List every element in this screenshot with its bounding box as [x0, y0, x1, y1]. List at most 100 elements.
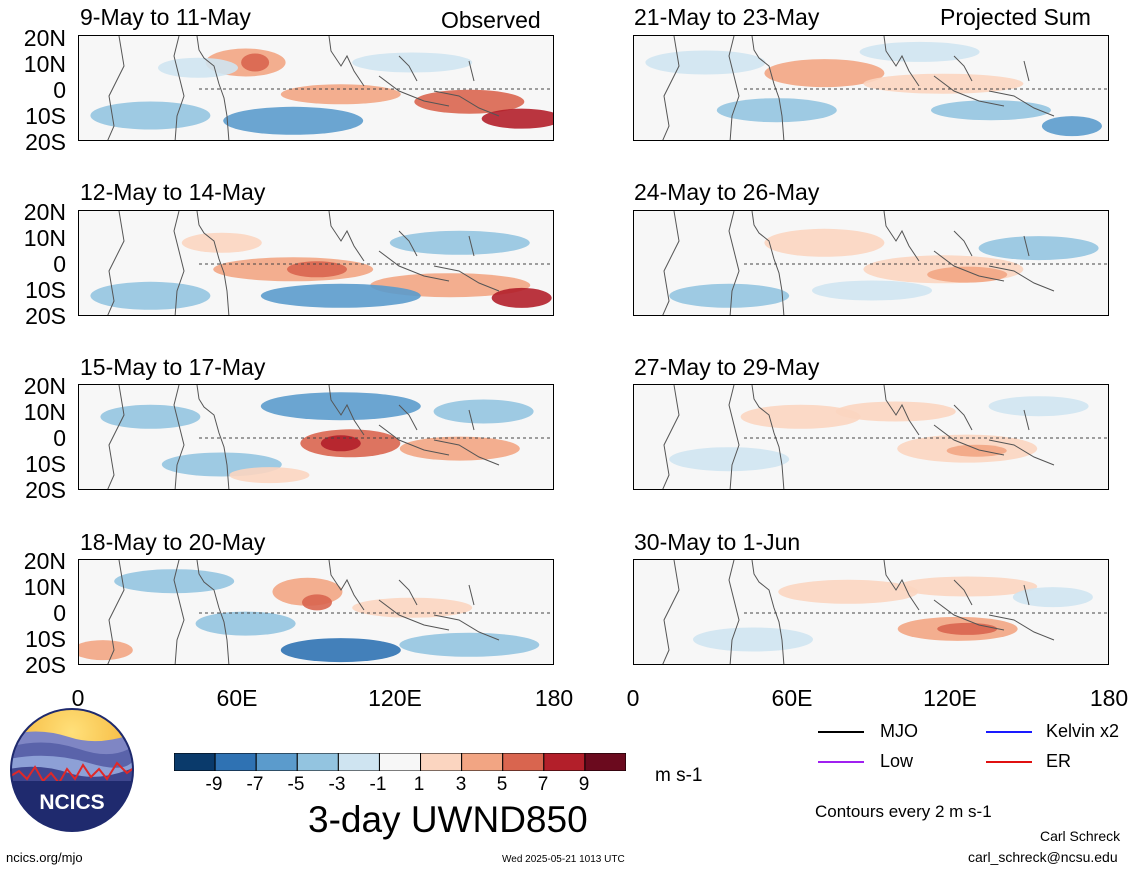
lat-label: 20S — [25, 129, 66, 155]
lat-label: 10N — [23, 51, 66, 77]
wind-anomaly-region — [280, 84, 401, 105]
email-text: carl_schreck@ncsu.edu — [968, 849, 1118, 865]
colorbar-tick: -9 — [205, 774, 223, 795]
panel-title-7: 27-May to 29-May — [634, 354, 820, 380]
colorbar-swatch — [378, 752, 422, 772]
wind-anomaly-region — [320, 435, 361, 452]
wind-anomaly-region — [988, 396, 1089, 417]
legend-line-er — [986, 761, 1032, 763]
wind-anomaly-region — [287, 261, 347, 278]
timestamp-text: Wed 2025-05-21 1013 UTC — [502, 854, 625, 865]
website-text: ncics.org/mjo — [6, 850, 83, 865]
colorbar-swatch — [461, 752, 504, 772]
wind-anomaly-region — [716, 98, 837, 123]
wind-anomaly-region — [223, 106, 364, 135]
colorbar-swatch — [255, 752, 298, 772]
wind-anomaly-region — [812, 280, 932, 301]
panel-title-5: 21-May to 23-May — [634, 4, 820, 30]
colorbar-swatch — [173, 752, 216, 772]
projected-label: Projected Sum — [940, 4, 1091, 30]
wind-anomaly-region — [260, 392, 421, 421]
lat-label: 20N — [23, 25, 66, 51]
coastlines — [107, 211, 500, 315]
lat-label: 20N — [23, 199, 66, 225]
wind-anomaly-region — [946, 444, 1007, 457]
author-text: Carl Schreck — [1040, 828, 1121, 844]
wind-anomaly-region — [352, 52, 473, 73]
wind-anomaly-region — [897, 576, 1038, 597]
lon-label: 180 — [534, 685, 574, 711]
wind-anomaly-region — [399, 436, 520, 461]
coastlines — [107, 36, 500, 140]
wind-anomaly-region — [241, 53, 270, 72]
wind-anomaly-region — [978, 236, 1099, 261]
wind-anomaly-region — [835, 401, 956, 422]
lat-label: 0 — [53, 425, 66, 451]
colorbar-tick: -3 — [328, 774, 346, 795]
map-panel-5 — [633, 35, 1109, 141]
lat-label: 10S — [25, 451, 66, 477]
lat-label: 0 — [53, 251, 66, 277]
wind-anomaly-region — [280, 638, 401, 663]
lat-label: 0 — [53, 77, 66, 103]
wind-anomaly-region — [645, 50, 766, 75]
wind-anomaly-region — [764, 228, 885, 257]
units-label: m s-1 — [655, 765, 703, 786]
map-panel-3 — [78, 384, 554, 490]
lon-label: 60E — [771, 685, 813, 711]
wind-anomaly-region — [399, 632, 540, 657]
observed-label: Observed — [441, 7, 541, 33]
lat-label: 10S — [25, 277, 66, 303]
lon-label: 60E — [216, 685, 258, 711]
wind-anomaly-region — [740, 404, 861, 429]
panel-title-1: 9-May to 11-May — [80, 4, 251, 30]
coastlines — [662, 385, 1055, 489]
legend-label-low: Low — [880, 751, 914, 771]
legend-line-kelvin — [986, 731, 1032, 733]
lat-label: 20N — [23, 373, 66, 399]
coastlines — [107, 385, 500, 489]
wind-anomaly-region — [181, 232, 262, 253]
colorbar-swatch — [337, 752, 380, 772]
map-panel-8 — [633, 559, 1109, 665]
wind-anomaly-region — [693, 627, 813, 652]
lon-label: 0 — [71, 685, 85, 711]
colorbar-tick: -7 — [246, 774, 264, 795]
panel-title-6: 24-May to 26-May — [634, 179, 820, 205]
wind-anomaly-region — [229, 467, 310, 484]
colorbar — [173, 752, 627, 772]
lon-label: 120E — [368, 685, 422, 711]
wind-anomaly-region — [863, 73, 1024, 94]
panel-title-2: 12-May to 14-May — [80, 179, 266, 205]
wind-anomaly-region — [389, 230, 530, 255]
wind-anomaly-region — [1012, 587, 1093, 608]
map-panel-6 — [633, 210, 1109, 316]
wind-anomaly-region — [669, 283, 790, 308]
wind-anomaly-region — [778, 579, 919, 604]
lat-label: 20N — [23, 548, 66, 574]
panel-title-8: 30-May to 1-Jun — [634, 529, 801, 555]
contour-note: Contours every 2 m s-1 — [815, 802, 992, 821]
wind-anomaly-region — [79, 640, 133, 661]
colorbar-tick: 1 — [413, 774, 425, 795]
lat-label: 20S — [25, 477, 66, 503]
lat-label: 0 — [53, 600, 66, 626]
colorbar-swatch — [420, 752, 463, 772]
map-panel-7 — [633, 384, 1109, 490]
colorbar-swatch — [296, 752, 339, 772]
wind-anomaly-region — [260, 283, 421, 308]
colorbar-tick: 7 — [537, 774, 549, 795]
logo-text: NCICS — [39, 791, 104, 814]
wind-anomaly-region — [669, 447, 790, 472]
wind-anomaly-region — [481, 108, 553, 129]
colorbar-swatch — [502, 752, 545, 772]
lat-label: 10N — [23, 574, 66, 600]
ncics-logo: NCICS — [9, 707, 135, 833]
colorbar-tick: 3 — [455, 774, 467, 795]
coastlines — [662, 560, 1055, 664]
wind-anomaly-region — [859, 41, 980, 62]
colorbar-swatch — [214, 752, 257, 772]
lon-label: 0 — [626, 685, 640, 711]
lon-label: 180 — [1089, 685, 1129, 711]
panel-title-4: 18-May to 20-May — [80, 529, 266, 555]
